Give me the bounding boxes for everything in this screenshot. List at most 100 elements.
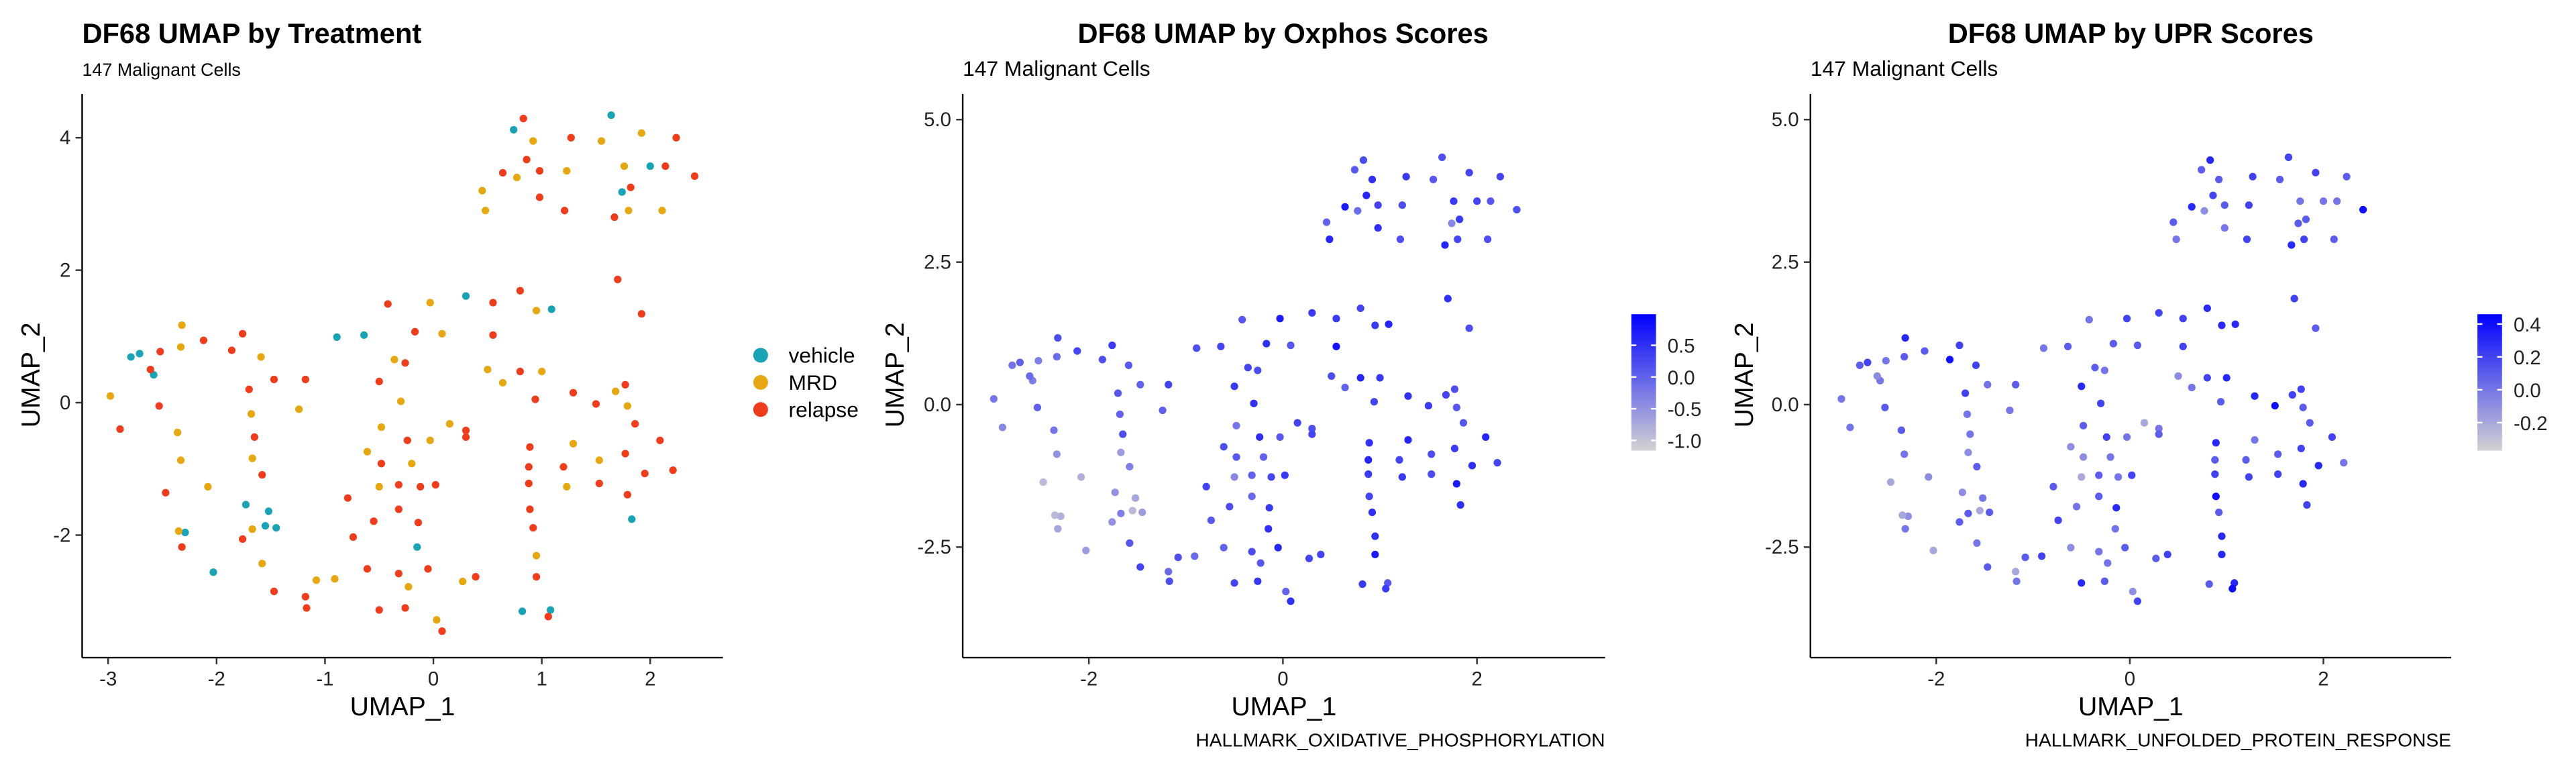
point — [2095, 548, 2103, 556]
point — [1904, 512, 1913, 521]
point — [1341, 203, 1349, 211]
point — [1428, 450, 1436, 458]
point — [1973, 539, 1981, 547]
y-tick-label: -2 — [53, 524, 70, 546]
point — [563, 482, 571, 491]
point — [1191, 552, 1199, 560]
point — [1254, 577, 1262, 585]
point — [1864, 358, 1872, 366]
point — [1138, 508, 1146, 517]
point — [405, 582, 413, 591]
point — [413, 543, 421, 551]
point — [1220, 544, 1228, 552]
point — [1126, 539, 1134, 547]
point — [1332, 315, 1340, 323]
colorbar-tick-label: 0.4 — [2514, 314, 2541, 336]
point — [1452, 480, 1460, 488]
point — [1293, 419, 1301, 427]
point — [1165, 577, 1173, 585]
point — [1341, 383, 1349, 392]
point — [1308, 430, 1316, 438]
point — [301, 592, 309, 601]
point — [178, 321, 186, 329]
point — [1483, 236, 1492, 244]
point — [2303, 501, 2311, 509]
point — [1404, 392, 1412, 400]
point — [1108, 342, 1116, 350]
point — [1054, 525, 1062, 533]
point — [1050, 426, 1058, 434]
point — [1374, 201, 1382, 209]
point — [1450, 444, 1459, 453]
point — [1077, 473, 1085, 481]
x-tick-label: 0 — [2125, 668, 2135, 690]
point — [1873, 372, 1881, 380]
point — [261, 522, 270, 530]
x-tick-label: -2 — [1927, 668, 1945, 690]
point — [426, 299, 434, 307]
point — [531, 395, 539, 403]
point — [438, 329, 446, 338]
point — [2300, 236, 2308, 244]
point — [1961, 389, 1970, 397]
point — [1359, 156, 1368, 164]
point — [2079, 453, 2088, 461]
colorbar-tick-label: 0.0 — [1668, 367, 1695, 389]
point — [2106, 453, 2114, 461]
point — [1232, 421, 1240, 430]
y-axis-label: UMAP_2 — [881, 322, 910, 427]
point — [1230, 382, 1238, 391]
point — [631, 420, 639, 428]
point — [1493, 458, 1501, 467]
point — [204, 482, 212, 491]
colorbar-tick-label: 0.0 — [2514, 380, 2541, 402]
point — [257, 353, 265, 361]
point — [1230, 473, 1238, 481]
point — [424, 565, 432, 573]
point — [2078, 473, 2086, 481]
point — [2205, 580, 2213, 588]
point — [1398, 201, 1406, 209]
point — [1929, 546, 1937, 555]
x-tick-label: 2 — [1472, 668, 1483, 690]
point — [1328, 372, 1336, 380]
point — [2072, 503, 2081, 511]
legend-label: MRD — [789, 370, 837, 395]
point — [333, 333, 341, 341]
point — [625, 207, 633, 215]
point — [343, 494, 352, 502]
point — [384, 300, 392, 308]
point — [2220, 201, 2229, 209]
point — [247, 410, 256, 418]
point — [2179, 342, 2187, 350]
point — [1371, 550, 1379, 558]
point — [2200, 207, 2208, 215]
point — [162, 488, 170, 497]
point — [2095, 493, 2103, 501]
point — [1053, 450, 1061, 458]
point — [1368, 175, 1377, 184]
point — [1250, 399, 1258, 407]
point — [1119, 430, 1127, 438]
y-tick-label: 0 — [60, 392, 70, 414]
point — [2294, 219, 2302, 227]
point — [1385, 320, 1393, 328]
point — [248, 525, 256, 533]
point — [146, 366, 154, 374]
y-tick-label: 2.5 — [1772, 251, 1799, 273]
point — [1438, 153, 1446, 161]
point — [238, 535, 247, 544]
point — [637, 129, 645, 137]
point — [611, 387, 620, 395]
point — [1039, 478, 1047, 486]
point — [1136, 380, 1144, 389]
point — [516, 368, 524, 376]
point — [1317, 550, 1325, 558]
point — [2273, 450, 2282, 458]
chart-title: DF68 UMAP by UPR Scores — [1948, 17, 2314, 49]
point — [258, 471, 266, 479]
point — [672, 134, 680, 142]
point — [303, 604, 311, 612]
point — [1165, 568, 1173, 576]
point — [2006, 406, 2014, 415]
